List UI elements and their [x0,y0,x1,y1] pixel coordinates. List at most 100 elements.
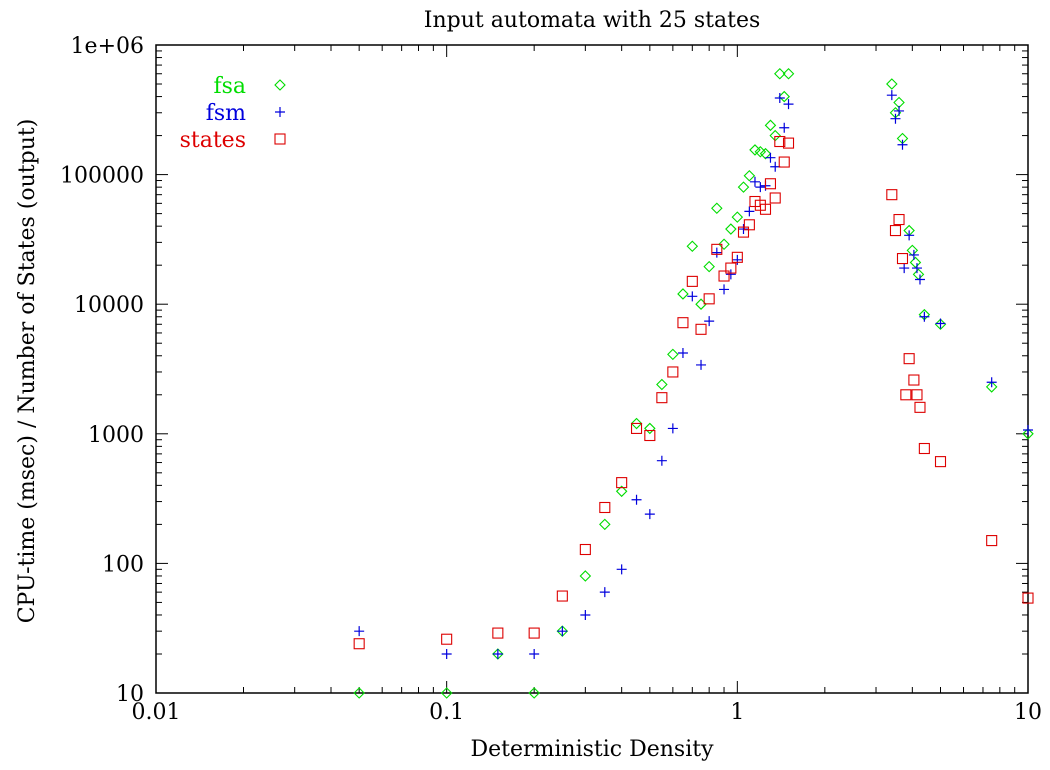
fsm-point [732,254,743,265]
states-point [616,477,628,489]
fsm-point [631,494,642,505]
fsa-point [731,211,744,223]
states-point [918,442,930,455]
fsa-point [886,78,898,90]
legend-label-fsm: fsm [206,101,246,126]
states-point [743,219,755,231]
fsa-point [906,244,919,257]
states-point [677,317,689,329]
states-point [759,203,772,215]
chart-title: Input automata with 25 states [424,8,761,33]
states-point [886,189,898,201]
fsa-point [985,381,998,393]
states-point [492,627,504,639]
y-tick-label: 10000 [74,293,144,318]
states-point [528,627,540,639]
plot-border [155,44,1029,694]
fsm-point [354,626,365,637]
x-axis: 0.01 0.1 1 10 [132,45,1042,725]
fsa-point [759,147,772,160]
fsa-point [599,518,611,531]
series-fsa [353,67,1034,699]
fsm-point [986,377,997,388]
states-point [764,178,777,190]
fsa-point [440,687,453,699]
fsm-point [616,564,627,575]
x-tick-label: 10 [1014,700,1042,725]
states-point [778,156,790,168]
fsm-point [919,311,930,322]
legend-marker-fsm [275,107,285,117]
states-point [914,401,926,413]
fsm-point [441,648,452,659]
y-tick-label: 1000 [88,423,144,448]
states-point [986,535,998,547]
fsa-point [934,318,947,331]
y-tick-label: 10 [116,682,144,707]
fsm-point [890,113,901,124]
fsm-point [897,139,908,150]
fsm-point [738,224,749,235]
fsm-point [744,206,755,217]
fsm-point [704,316,715,327]
states-point [599,501,611,514]
fsa-point [778,90,791,103]
fsm-point [719,284,730,295]
fsm-point [904,230,915,241]
fsa-point [630,417,643,430]
fsa-point [656,378,668,391]
fsm-point [1023,424,1033,435]
fsm-point [656,455,667,466]
legend-label-fsa: fsa [213,74,246,99]
states-point [908,374,920,386]
states-point [441,633,453,645]
fsm-point [696,359,707,370]
fsm-point [886,90,897,101]
fsm-point [557,626,568,637]
fsm-point [779,122,790,133]
x-axis-label: Deterministic Density [470,737,714,762]
states-point [893,213,905,226]
states-point [711,243,723,255]
states-point [725,262,737,274]
fsa-point [528,687,540,699]
y-axis: 10 100 1000 10000 100000 1e+06 [60,34,1028,707]
states-point [718,270,730,282]
plot-area [155,44,1029,694]
states-point [1022,592,1034,604]
states-point [889,225,902,237]
fsa-point [615,485,628,498]
fsa-point [782,67,795,80]
fsm-point [599,587,610,598]
y-tick-label: 1e+06 [71,34,144,59]
states-point [731,251,743,263]
fsm-point [580,609,591,620]
legend-label-states: states [180,128,246,153]
fsa-point [754,146,767,158]
fsa-point [743,169,756,182]
states-point [896,253,909,265]
fsm-point [755,182,766,193]
fsa-point [725,223,737,235]
states-point [903,353,915,365]
states-point [353,638,365,650]
states-point [579,543,591,556]
fsm-point [914,274,925,285]
fsm-point [644,509,655,520]
states-point [911,389,923,401]
states-point [656,392,668,404]
data-points [353,67,1034,699]
states-point [630,422,643,434]
fsa-point [774,67,786,80]
y-axis-label: CPU-time (msec) / Number of States (outp… [15,119,40,624]
fsm-point [725,269,736,280]
fsm-point [783,99,794,110]
fsm-point [911,263,922,274]
fsa-point [718,238,730,251]
fsa-point [909,256,922,269]
x-tick-label: 1 [730,700,744,725]
states-point [737,226,750,238]
states-point [934,456,947,468]
fsa-point [737,181,750,193]
